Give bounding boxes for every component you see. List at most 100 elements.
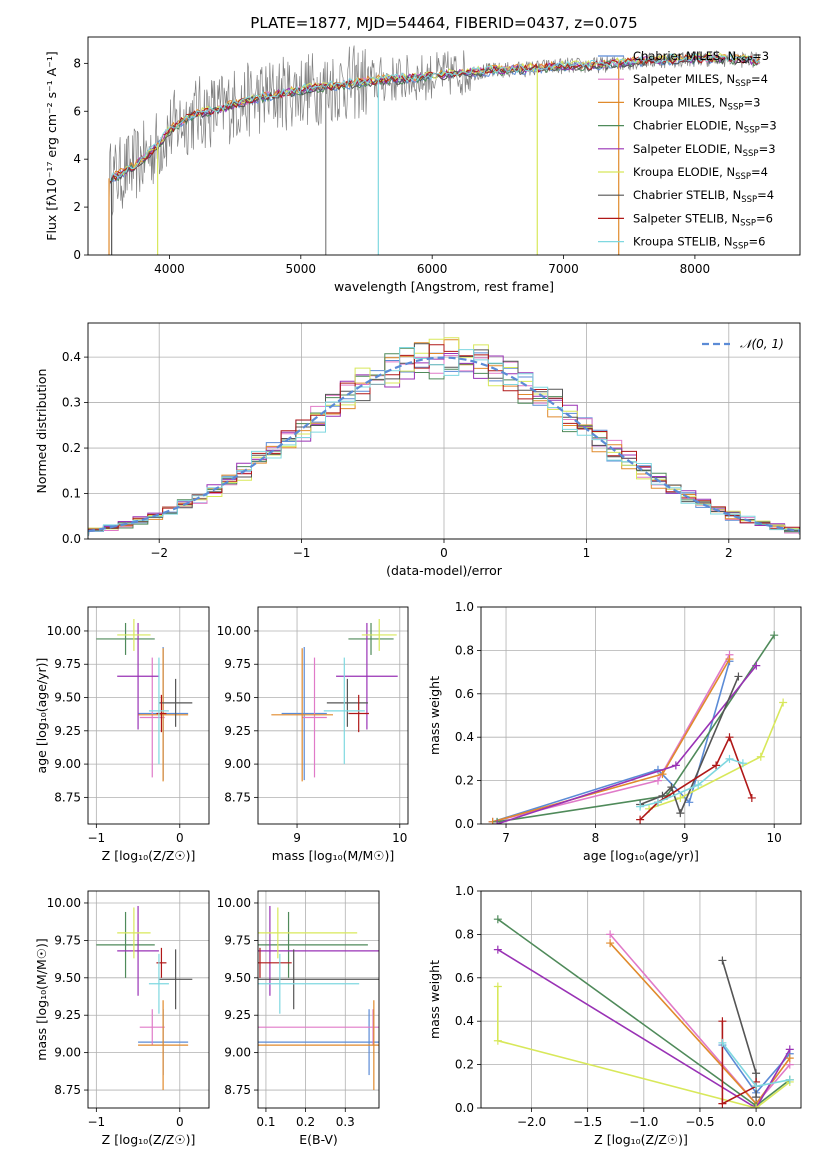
- x-tick-label: −1.5: [573, 1115, 602, 1129]
- x-tick-label: 2: [725, 546, 733, 560]
- x-tick-label: 0.0: [747, 1115, 766, 1129]
- y-tick-label: 9.25: [224, 724, 251, 738]
- plot-area-residuals: [88, 337, 800, 536]
- weight-line: [496, 665, 757, 824]
- axes-frame: [87, 36, 801, 256]
- y-tick-label: 0.3: [62, 396, 81, 410]
- y-tick-label: 8.75: [224, 790, 251, 804]
- y-tick-label: 4: [73, 152, 81, 166]
- y-tick-label: 10.00: [47, 624, 81, 638]
- axes-frame: [87, 890, 210, 1109]
- x-tick-label: 10: [767, 831, 782, 845]
- spectrum-legend: Chabrier MILES, NSSP=3 Salpeter MILES, NS…: [598, 49, 777, 252]
- weight-line: [496, 986, 791, 1108]
- panel-age-vs-Z: −1 0 8.75 9.00 9.25 9.50 9.75 10.00 Z [log₁₀(Z/Z…: [34, 606, 210, 863]
- weight-marker: [718, 1038, 727, 1047]
- y-tick-label: 9.50: [54, 971, 81, 985]
- x-tick-label: 0.1: [256, 1115, 275, 1129]
- weight-marker: [770, 631, 779, 640]
- y-tick-label: 0.4: [62, 350, 81, 364]
- legend-entry: Chabrier ELODIE, NSSP=3: [633, 119, 777, 136]
- weight-marker: [752, 1104, 761, 1108]
- y-tick-label: 1.0: [455, 600, 474, 614]
- x-axis-label: wavelength [Angstrom, rest frame]: [334, 279, 554, 294]
- weight-marker: [756, 752, 765, 761]
- y-tick-label: 8.75: [224, 1083, 251, 1097]
- weight-marker: [752, 1082, 761, 1091]
- weight-marker: [738, 759, 747, 768]
- weight-line: [496, 634, 775, 823]
- weight-line: [639, 735, 753, 821]
- weight-marker: [685, 798, 694, 807]
- x-tick-label: −1: [87, 1115, 105, 1129]
- weight-line: [648, 702, 784, 810]
- weight-marker: [718, 1099, 727, 1108]
- y-tick-label: 8: [73, 56, 81, 70]
- y-tick-label: 0.1: [62, 487, 81, 501]
- weight-marker: [493, 945, 502, 954]
- weight-line: [497, 948, 791, 1108]
- x-tick-label: −2.0: [517, 1115, 546, 1129]
- axes-frame: [87, 606, 210, 825]
- legend-entry: Salpeter MILES, NSSP=4: [633, 72, 768, 89]
- y-tick-label: 2: [73, 200, 81, 214]
- legend-entry: Kroupa STELIB, NSSP=6: [633, 235, 765, 252]
- weight-marker: [718, 956, 727, 965]
- y-tick-label: 10.00: [47, 896, 81, 910]
- x-tick-label: −1: [87, 831, 105, 845]
- weight-marker: [493, 982, 502, 991]
- panel-mass-vs-Z: −1 0 8.75 9.00 9.25 9.50 9.75 10.00 Z [log₁₀(Z/Z…: [34, 890, 210, 1147]
- y-tick-label: 8.75: [54, 790, 81, 804]
- y-tick-label: 0.0: [455, 1101, 474, 1115]
- y-axis-label: mass weight: [427, 960, 442, 1039]
- y-tick-label: 9.25: [54, 1008, 81, 1022]
- weight-marker: [636, 815, 645, 824]
- y-tick-label: 9.50: [224, 971, 251, 985]
- x-tick-label: 0: [440, 546, 448, 560]
- y-tick-label: 9.00: [54, 757, 81, 771]
- axes-frame: [257, 890, 380, 1109]
- weight-marker: [752, 1093, 761, 1102]
- axes-frame: [87, 322, 801, 540]
- y-tick-label: 9.75: [54, 657, 81, 671]
- y-axis-label: Normed distribution: [34, 369, 49, 494]
- y-tick-label: 9.00: [54, 1046, 81, 1060]
- weight-marker: [493, 1036, 502, 1045]
- weight-marker: [636, 802, 645, 811]
- weight-marker: [785, 1075, 794, 1084]
- weight-marker: [725, 733, 734, 742]
- axes-frame: [480, 606, 802, 825]
- weight-line: [492, 654, 731, 823]
- y-tick-label: 0.4: [455, 1014, 474, 1028]
- x-tick-label: −1.0: [629, 1115, 658, 1129]
- x-tick-label: 4000: [154, 262, 185, 276]
- weight-marker: [493, 820, 502, 824]
- axes-frame: [257, 606, 409, 825]
- x-axis-label: E(B-V): [299, 1132, 338, 1147]
- y-tick-label: 0.2: [62, 441, 81, 455]
- weight-marker: [747, 793, 756, 802]
- y-tick-label: 10.00: [217, 624, 251, 638]
- x-tick-label: 8000: [680, 262, 711, 276]
- weight-marker: [752, 661, 761, 670]
- y-tick-label: 0.2: [455, 774, 474, 788]
- y-tick-label: 0.8: [455, 927, 474, 941]
- x-axis-label: (data-model)/error: [386, 563, 503, 578]
- x-tick-label: −1: [293, 546, 311, 560]
- y-tick-label: 9.25: [54, 724, 81, 738]
- y-tick-label: 9.25: [224, 1008, 251, 1022]
- x-axis-label: age [log₁₀(age/yr)]: [583, 848, 699, 863]
- legend-entry: Chabrier MILES, NSSP=3: [633, 49, 769, 66]
- y-tick-label: 1.0: [455, 884, 474, 898]
- weight-marker: [667, 783, 676, 792]
- weight-marker: [694, 780, 703, 789]
- weight-marker: [658, 770, 667, 779]
- weight-marker: [779, 698, 788, 707]
- y-axis-label: mass [log₁₀(M/M☉)]: [34, 938, 49, 1060]
- plot-area-massweight-vs-age: [488, 631, 788, 824]
- weight-line: [721, 960, 757, 1098]
- x-tick-label: 0: [176, 1115, 184, 1129]
- weight-marker: [718, 1017, 727, 1026]
